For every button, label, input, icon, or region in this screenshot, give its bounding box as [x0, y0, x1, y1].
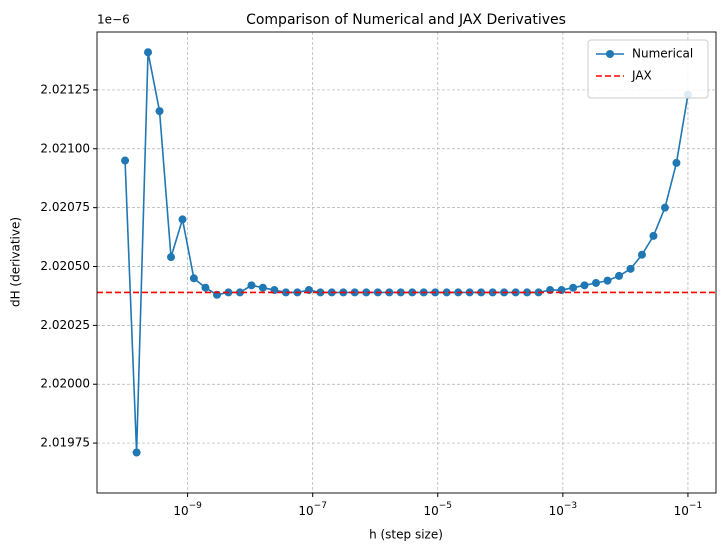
x-tick-exponent: −7	[314, 501, 327, 511]
x-tick-label: 10−3	[549, 501, 578, 518]
y-offset-label: 1e−6	[97, 13, 130, 27]
x-tick-label: 10−9	[173, 501, 202, 518]
data-point	[247, 281, 256, 290]
data-point	[316, 288, 325, 297]
y-tick-label: 2.02025	[40, 318, 90, 332]
data-point	[281, 288, 290, 297]
data-point	[637, 250, 646, 259]
data-point	[189, 274, 198, 283]
data-point	[121, 156, 130, 165]
x-tick-exponent: −5	[439, 501, 452, 511]
x-tick-base: 10	[549, 504, 564, 518]
data-point	[258, 283, 267, 292]
x-axis-label: h (step size)	[369, 528, 443, 542]
data-point	[396, 288, 405, 297]
x-tick-label: 10−1	[674, 501, 703, 518]
x-tick-exponent: −9	[189, 501, 203, 511]
plot-frame	[96, 31, 717, 494]
data-point	[523, 288, 532, 297]
data-point	[569, 283, 578, 292]
x-tick-label: 10−7	[298, 501, 327, 518]
data-point	[477, 288, 486, 297]
x-tick-base: 10	[423, 504, 438, 518]
data-point	[201, 283, 210, 292]
data-point	[155, 107, 164, 116]
y-tick-label: 2.02125	[40, 82, 90, 96]
data-point	[626, 264, 635, 273]
data-point	[672, 158, 681, 167]
data-point	[660, 203, 669, 212]
data-point	[144, 48, 153, 57]
data-point	[615, 271, 624, 280]
data-point	[132, 448, 141, 457]
data-point	[580, 281, 589, 290]
data-point	[167, 253, 176, 262]
x-tick-label: 10−5	[423, 501, 452, 518]
x-tick-base: 10	[173, 504, 188, 518]
legend-label: JAX	[631, 69, 652, 83]
data-point	[603, 276, 612, 285]
data-point	[235, 288, 244, 297]
x-tick-exponent: −1	[689, 501, 702, 511]
data-point	[592, 278, 601, 287]
y-tick-label: 2.01975	[40, 436, 90, 450]
legend-marker	[606, 50, 614, 58]
series-line	[124, 52, 689, 453]
x-tick-base: 10	[298, 504, 313, 518]
y-tick-label: 2.02100	[40, 141, 90, 155]
y-tick-label: 2.02075	[40, 200, 90, 214]
data-point	[362, 288, 371, 297]
chart-title: Comparison of Numerical and JAX Derivati…	[246, 12, 566, 28]
data-point	[442, 288, 451, 297]
x-tick-base: 10	[674, 504, 689, 518]
legend-label: Numerical	[632, 47, 693, 61]
data-point	[178, 215, 187, 224]
data-point	[488, 288, 497, 297]
y-tick-label: 2.02050	[40, 259, 90, 273]
y-axis-label: dH (derivative)	[9, 217, 23, 307]
data-point	[649, 231, 658, 240]
y-tick-label: 2.02000	[40, 377, 90, 391]
x-tick-exponent: −3	[564, 501, 577, 511]
